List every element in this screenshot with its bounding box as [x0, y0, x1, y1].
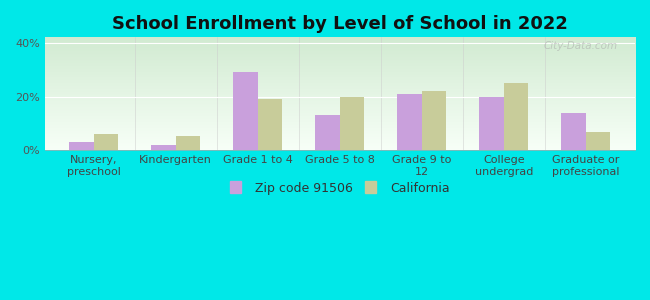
Bar	[586, 131, 610, 150]
Bar	[479, 97, 504, 150]
Bar	[504, 83, 528, 150]
Legend: Zip code 91506, California: Zip code 91506, California	[226, 178, 454, 198]
Bar	[94, 134, 118, 150]
Text: City-Data.com: City-Data.com	[543, 41, 618, 51]
Bar	[69, 142, 94, 150]
Bar	[176, 136, 200, 150]
Bar	[561, 113, 586, 150]
Title: School Enrollment by Level of School in 2022: School Enrollment by Level of School in …	[112, 15, 567, 33]
Bar	[258, 99, 282, 150]
Bar	[315, 116, 340, 150]
Bar	[397, 94, 422, 150]
Bar	[151, 145, 176, 150]
Bar	[422, 91, 447, 150]
Bar	[340, 97, 365, 150]
Bar	[233, 72, 258, 150]
